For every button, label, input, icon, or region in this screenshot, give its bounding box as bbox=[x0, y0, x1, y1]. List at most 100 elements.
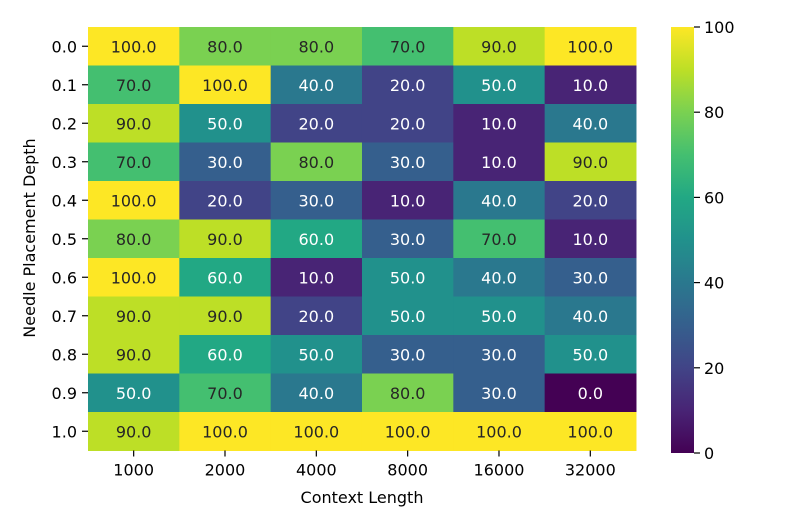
cell-value-label: 100.0 bbox=[111, 37, 157, 56]
y-tick-label: 0.8 bbox=[52, 345, 77, 364]
cell-value-label: 90.0 bbox=[116, 307, 152, 326]
cell-value-label: 50.0 bbox=[481, 76, 517, 95]
colorbar-tick-label: 40 bbox=[704, 274, 724, 293]
cell-value-label: 40.0 bbox=[299, 384, 335, 403]
heatmap-cell bbox=[88, 65, 180, 105]
heatmap-cell bbox=[544, 142, 637, 182]
cell-value-label: 30.0 bbox=[481, 345, 517, 364]
heatmap-cell bbox=[179, 258, 272, 297]
heatmap-cell bbox=[361, 142, 454, 182]
cell-value-label: 30.0 bbox=[481, 384, 517, 403]
cell-value-label: 100.0 bbox=[111, 268, 157, 287]
y-tick-label: 0.4 bbox=[52, 191, 77, 210]
heatmap-cell bbox=[270, 219, 363, 259]
cell-value-label: 20.0 bbox=[573, 191, 609, 210]
heatmap-cell bbox=[544, 219, 637, 259]
cell-value-label: 50.0 bbox=[390, 268, 426, 287]
cell-value-label: 10.0 bbox=[299, 268, 335, 287]
x-tick-label: 16000 bbox=[474, 461, 525, 480]
cell-value-label: 20.0 bbox=[299, 307, 335, 326]
cell-value-label: 30.0 bbox=[573, 268, 609, 287]
heatmap-cell bbox=[453, 258, 546, 297]
x-tick-label: 8000 bbox=[387, 461, 428, 480]
cell-value-label: 90.0 bbox=[116, 345, 152, 364]
x-tick-label: 32000 bbox=[565, 461, 616, 480]
colorbar-tick-label: 0 bbox=[704, 444, 714, 463]
heatmap-cell bbox=[361, 373, 454, 413]
heatmap-cell bbox=[270, 335, 363, 374]
heatmap-cell bbox=[179, 412, 272, 451]
x-tick-label: 4000 bbox=[296, 461, 337, 480]
cell-value-label: 10.0 bbox=[573, 76, 609, 95]
x-tick-label: 1000 bbox=[113, 461, 154, 480]
heatmap-cell bbox=[361, 335, 454, 374]
y-tick-label: 0.1 bbox=[52, 76, 77, 95]
cell-value-label: 90.0 bbox=[481, 37, 517, 56]
heatmap-cell bbox=[544, 373, 637, 413]
heatmap-cell bbox=[88, 258, 180, 297]
cell-value-label: 40.0 bbox=[299, 76, 335, 95]
cell-value-label: 100.0 bbox=[567, 422, 613, 441]
cell-value-label: 10.0 bbox=[481, 153, 517, 172]
cell-value-label: 90.0 bbox=[116, 422, 152, 441]
heatmap-cell bbox=[270, 373, 363, 413]
cell-value-label: 80.0 bbox=[299, 37, 335, 56]
cell-value-label: 90.0 bbox=[207, 307, 243, 326]
cell-value-label: 10.0 bbox=[481, 114, 517, 133]
heatmap-cell bbox=[544, 335, 637, 374]
heatmap-cell bbox=[361, 181, 454, 220]
colorbar-tick-label: 60 bbox=[704, 188, 724, 207]
heatmap-cell bbox=[544, 104, 637, 143]
cell-value-label: 30.0 bbox=[207, 153, 243, 172]
heatmap-cell bbox=[544, 296, 637, 336]
heatmap-cell bbox=[88, 335, 180, 374]
heatmap-cell bbox=[88, 104, 180, 143]
y-axis-title: Needle Placement Depth bbox=[20, 138, 39, 337]
y-tick-label: 0.0 bbox=[52, 37, 77, 56]
cell-value-label: 40.0 bbox=[481, 191, 517, 210]
cell-value-label: 70.0 bbox=[390, 37, 426, 56]
y-tick-label: 0.3 bbox=[52, 153, 77, 172]
heatmap-cell bbox=[179, 373, 272, 413]
cell-value-label: 100.0 bbox=[385, 422, 431, 441]
colorbar-tick-label: 20 bbox=[704, 359, 724, 378]
cell-value-label: 50.0 bbox=[116, 384, 152, 403]
cell-value-label: 60.0 bbox=[299, 230, 335, 249]
cell-value-label: 30.0 bbox=[390, 230, 426, 249]
cell-value-label: 20.0 bbox=[390, 114, 426, 133]
heatmap-cell bbox=[453, 412, 546, 451]
heatmap-cell bbox=[453, 296, 546, 336]
heatmap-cell bbox=[270, 412, 363, 451]
cell-value-label: 30.0 bbox=[299, 191, 335, 210]
heatmap-cell bbox=[544, 412, 637, 451]
heatmap-cell bbox=[453, 27, 546, 66]
heatmap-cell bbox=[179, 335, 272, 374]
heatmap-cell bbox=[270, 27, 363, 66]
colorbar-tick-label: 100 bbox=[704, 18, 735, 37]
cell-value-label: 10.0 bbox=[573, 230, 609, 249]
cell-value-label: 100.0 bbox=[111, 191, 157, 210]
cell-value-label: 70.0 bbox=[207, 384, 243, 403]
cell-value-label: 60.0 bbox=[207, 268, 243, 287]
colorbar-gradient bbox=[671, 27, 694, 453]
heatmap-cell bbox=[453, 142, 546, 182]
heatmap-cell bbox=[544, 65, 637, 105]
cell-value-label: 100.0 bbox=[476, 422, 522, 441]
heatmap-cell bbox=[88, 296, 180, 336]
y-tick-label: 0.9 bbox=[52, 384, 77, 403]
cell-value-label: 80.0 bbox=[390, 384, 426, 403]
heatmap-cell bbox=[270, 258, 363, 297]
heatmap-cell bbox=[453, 65, 546, 105]
cell-value-label: 70.0 bbox=[481, 230, 517, 249]
cell-value-label: 70.0 bbox=[116, 76, 152, 95]
heatmap-cell bbox=[88, 181, 180, 220]
heatmap-cell bbox=[361, 258, 454, 297]
heatmap-cell bbox=[544, 27, 637, 66]
cell-value-label: 100.0 bbox=[293, 422, 339, 441]
heatmap-cell bbox=[88, 373, 180, 413]
heatmap-cell bbox=[361, 65, 454, 105]
heatmap-cell bbox=[179, 65, 272, 105]
cell-value-label: 50.0 bbox=[390, 307, 426, 326]
heatmap-cell bbox=[453, 373, 546, 413]
cell-value-label: 100.0 bbox=[202, 422, 248, 441]
